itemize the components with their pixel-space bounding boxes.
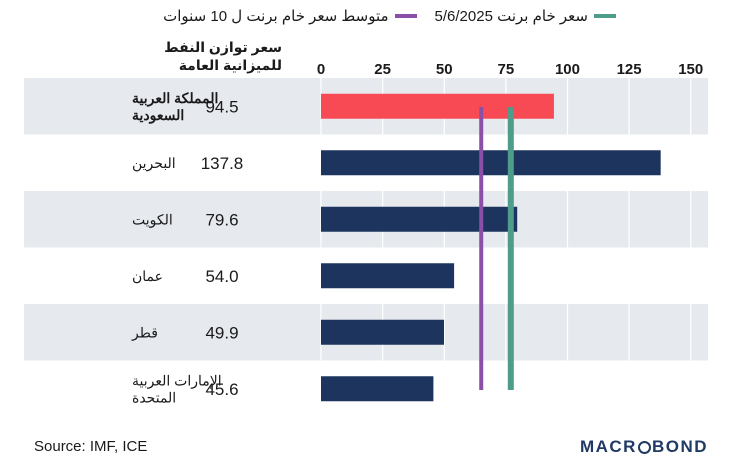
x-tick-label: 125 <box>617 61 642 78</box>
legend-label-brent-10yr-avg: متوسط سعر خام برنت ل 10 سنوات <box>163 8 389 25</box>
logo-text-end: BOND <box>651 437 708 456</box>
bar <box>321 263 455 289</box>
legend-swatch-brent-10yr-avg <box>394 14 417 18</box>
x-tick-label: 150 <box>678 61 703 78</box>
value-label: 49.9 <box>205 323 238 342</box>
bar <box>321 206 518 232</box>
category-label: الإمارات العربية <box>132 372 222 389</box>
value-label: 54.0 <box>205 267 238 286</box>
legend-swatch-brent-spot <box>594 14 616 18</box>
x-tick-label: 25 <box>374 61 391 78</box>
legend-item-brent-10yr-avg: متوسط سعر خام برنت ل 10 سنوات <box>163 7 417 25</box>
x-tick-label: 50 <box>436 61 453 78</box>
value-label: 94.5 <box>205 97 238 116</box>
bar <box>321 319 445 345</box>
legend-label-brent-spot: سعر خام برنت 5/6/2025 <box>434 8 588 25</box>
category-label: عمان <box>132 268 163 284</box>
logo-text-start: MACR <box>579 437 637 456</box>
category-label: قطر <box>131 324 158 341</box>
breakeven-column-header: سعر توازن النفط للميزانية العامة <box>164 39 282 73</box>
category-label: السعودية <box>132 107 184 124</box>
legend-item-brent-spot: سعر خام برنت 5/6/2025 <box>435 7 616 25</box>
x-tick-label: 100 <box>555 61 580 78</box>
category-label: الكويت <box>132 211 173 228</box>
category-label: المملكة العربية <box>132 90 218 107</box>
legend: سعر خام برنت 5/6/2025 متوسط سعر خام برنت… <box>163 6 616 26</box>
bar <box>321 376 434 402</box>
category-label: المتحدة <box>132 389 176 405</box>
macrobond-logo: MACR BOND <box>580 437 708 457</box>
bar <box>321 93 554 119</box>
value-label: 45.6 <box>205 380 238 399</box>
logo-ring-icon <box>637 441 651 454</box>
value-label: 137.8 <box>201 154 244 173</box>
bar <box>321 150 661 176</box>
x-tick-label: 75 <box>498 61 515 78</box>
source-note: Source: IMF, ICE <box>34 438 148 455</box>
x-tick-label: 0 <box>317 61 325 78</box>
category-label: البحرين <box>132 155 176 172</box>
value-label: 79.6 <box>205 210 238 229</box>
